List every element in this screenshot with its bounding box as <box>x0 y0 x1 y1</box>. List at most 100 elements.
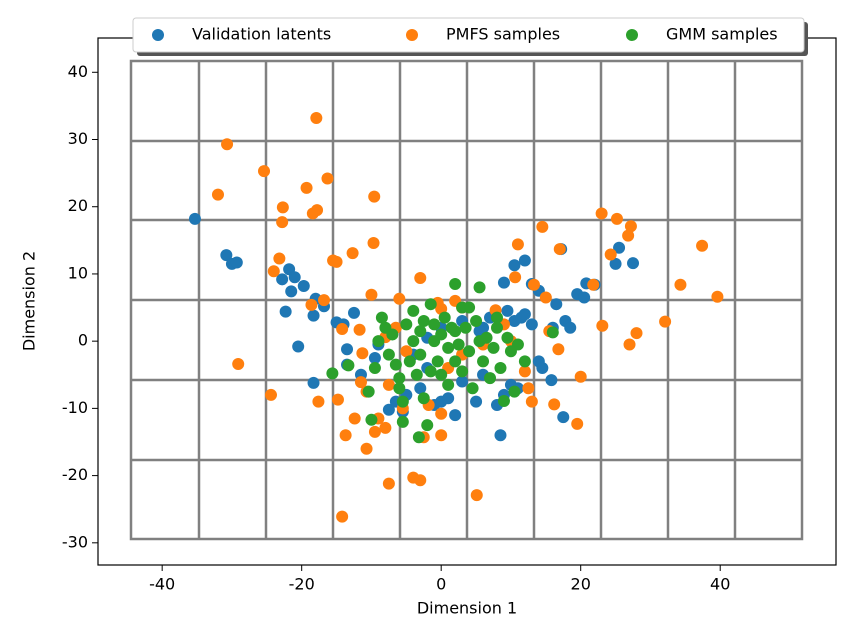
point <box>321 172 334 185</box>
point <box>525 395 538 408</box>
point <box>292 340 305 353</box>
point <box>659 315 672 328</box>
point <box>442 341 455 354</box>
point <box>360 442 373 455</box>
point <box>494 429 507 442</box>
point <box>211 188 224 201</box>
point <box>613 241 626 254</box>
x-tick-label: -40 <box>149 575 175 594</box>
point <box>396 415 409 428</box>
point <box>412 431 425 444</box>
point <box>536 220 549 233</box>
point <box>400 345 413 358</box>
overlay-grid <box>129 59 804 541</box>
point <box>273 252 286 265</box>
legend-label: GMM samples <box>666 25 778 44</box>
point <box>449 409 462 422</box>
legend-marker <box>406 29 418 41</box>
y-tick-label: -20 <box>62 465 88 484</box>
point <box>297 280 310 293</box>
point <box>403 355 416 368</box>
point <box>368 351 381 364</box>
point <box>546 326 559 339</box>
point <box>456 365 469 378</box>
point <box>414 348 427 361</box>
point <box>442 392 455 405</box>
y-tick-label: 30 <box>68 129 88 148</box>
point <box>501 331 514 344</box>
point <box>696 239 709 252</box>
point <box>552 343 565 356</box>
point <box>518 254 531 267</box>
point <box>336 510 349 523</box>
point <box>356 347 369 360</box>
point <box>372 335 385 348</box>
point <box>400 318 413 331</box>
point <box>674 278 687 291</box>
point <box>414 382 427 395</box>
x-tick-label: 40 <box>710 575 730 594</box>
point <box>396 395 409 408</box>
point <box>490 311 503 324</box>
point <box>331 393 344 406</box>
point <box>368 425 381 438</box>
point <box>438 311 451 324</box>
y-tick-label: 10 <box>68 263 88 282</box>
point <box>527 278 540 291</box>
point <box>463 301 476 314</box>
point <box>311 204 324 217</box>
point <box>421 419 434 432</box>
point <box>587 278 600 291</box>
point <box>431 355 444 368</box>
point <box>353 323 366 336</box>
point <box>435 368 448 381</box>
point <box>449 325 462 338</box>
y-tick-label: -30 <box>62 532 88 551</box>
point <box>435 429 448 442</box>
point <box>508 385 521 398</box>
point <box>393 372 406 385</box>
point <box>622 229 635 242</box>
point <box>452 338 465 351</box>
point <box>595 207 608 220</box>
point <box>307 309 320 322</box>
point <box>318 294 331 307</box>
point <box>362 385 375 398</box>
point <box>276 201 289 214</box>
point <box>463 345 476 358</box>
point <box>379 421 392 434</box>
point <box>367 237 380 250</box>
point <box>305 298 318 311</box>
point <box>424 365 437 378</box>
point <box>497 394 510 407</box>
point <box>220 249 233 262</box>
point <box>365 413 378 426</box>
point <box>347 306 360 319</box>
point <box>466 382 479 395</box>
point <box>596 319 609 332</box>
x-tick-label: 20 <box>571 575 591 594</box>
point <box>525 318 538 331</box>
point <box>564 321 577 334</box>
point <box>609 257 622 270</box>
legend-label: Validation latents <box>192 25 331 44</box>
point <box>557 411 570 424</box>
point <box>336 323 349 336</box>
point <box>221 138 234 151</box>
point <box>368 362 381 375</box>
point <box>578 291 591 304</box>
point <box>300 181 313 194</box>
point <box>414 474 427 487</box>
point <box>518 308 531 321</box>
point <box>511 238 524 251</box>
y-axis-label: Dimension 2 <box>20 251 39 351</box>
point <box>487 341 500 354</box>
point <box>630 327 643 340</box>
point <box>459 321 472 334</box>
point <box>407 304 420 317</box>
legend-marker <box>626 29 638 41</box>
point <box>539 291 552 304</box>
point <box>623 338 636 351</box>
point <box>473 281 486 294</box>
